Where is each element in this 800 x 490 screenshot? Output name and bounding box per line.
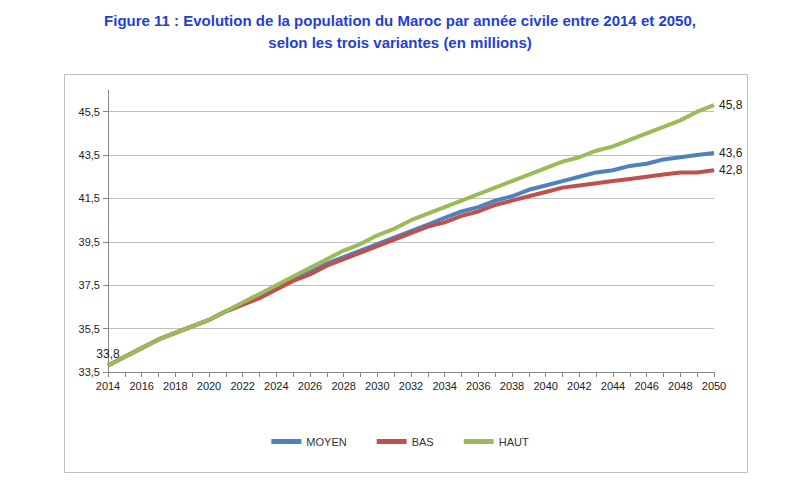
- svg-text:Figure 11 : Evolution de la po: Figure 11 : Evolution de la population d…: [104, 12, 696, 29]
- svg-text:2018: 2018: [163, 380, 187, 392]
- svg-text:45,5: 45,5: [79, 106, 100, 118]
- svg-text:MOYEN: MOYEN: [306, 436, 346, 448]
- svg-text:2026: 2026: [298, 380, 322, 392]
- svg-text:42,8: 42,8: [719, 163, 743, 177]
- svg-text:45,8: 45,8: [719, 98, 743, 112]
- svg-text:2038: 2038: [500, 380, 524, 392]
- svg-text:2028: 2028: [331, 380, 355, 392]
- svg-text:2022: 2022: [230, 380, 254, 392]
- svg-text:37,5: 37,5: [79, 279, 100, 291]
- svg-text:2034: 2034: [432, 380, 456, 392]
- svg-text:2044: 2044: [601, 380, 625, 392]
- svg-text:2016: 2016: [129, 380, 153, 392]
- svg-text:41,5: 41,5: [79, 192, 100, 204]
- svg-text:HAUT: HAUT: [499, 436, 529, 448]
- svg-text:43,6: 43,6: [719, 146, 743, 160]
- svg-text:2030: 2030: [365, 380, 389, 392]
- svg-text:43,5: 43,5: [79, 149, 100, 161]
- svg-text:2040: 2040: [533, 380, 557, 392]
- svg-text:33,8: 33,8: [96, 347, 120, 361]
- svg-text:2020: 2020: [197, 380, 221, 392]
- svg-text:39,5: 39,5: [79, 236, 100, 248]
- svg-text:selon les trois variantes (en: selon les trois variantes (en millions): [268, 34, 531, 51]
- svg-text:2048: 2048: [668, 380, 692, 392]
- svg-text:2042: 2042: [567, 380, 591, 392]
- svg-text:2036: 2036: [466, 380, 490, 392]
- svg-text:BAS: BAS: [412, 436, 434, 448]
- svg-text:2014: 2014: [96, 380, 120, 392]
- svg-text:2046: 2046: [634, 380, 658, 392]
- svg-text:33,5: 33,5: [79, 366, 100, 378]
- svg-text:2032: 2032: [399, 380, 423, 392]
- svg-text:2024: 2024: [264, 380, 288, 392]
- svg-text:2050: 2050: [702, 380, 726, 392]
- svg-text:35,5: 35,5: [79, 323, 100, 335]
